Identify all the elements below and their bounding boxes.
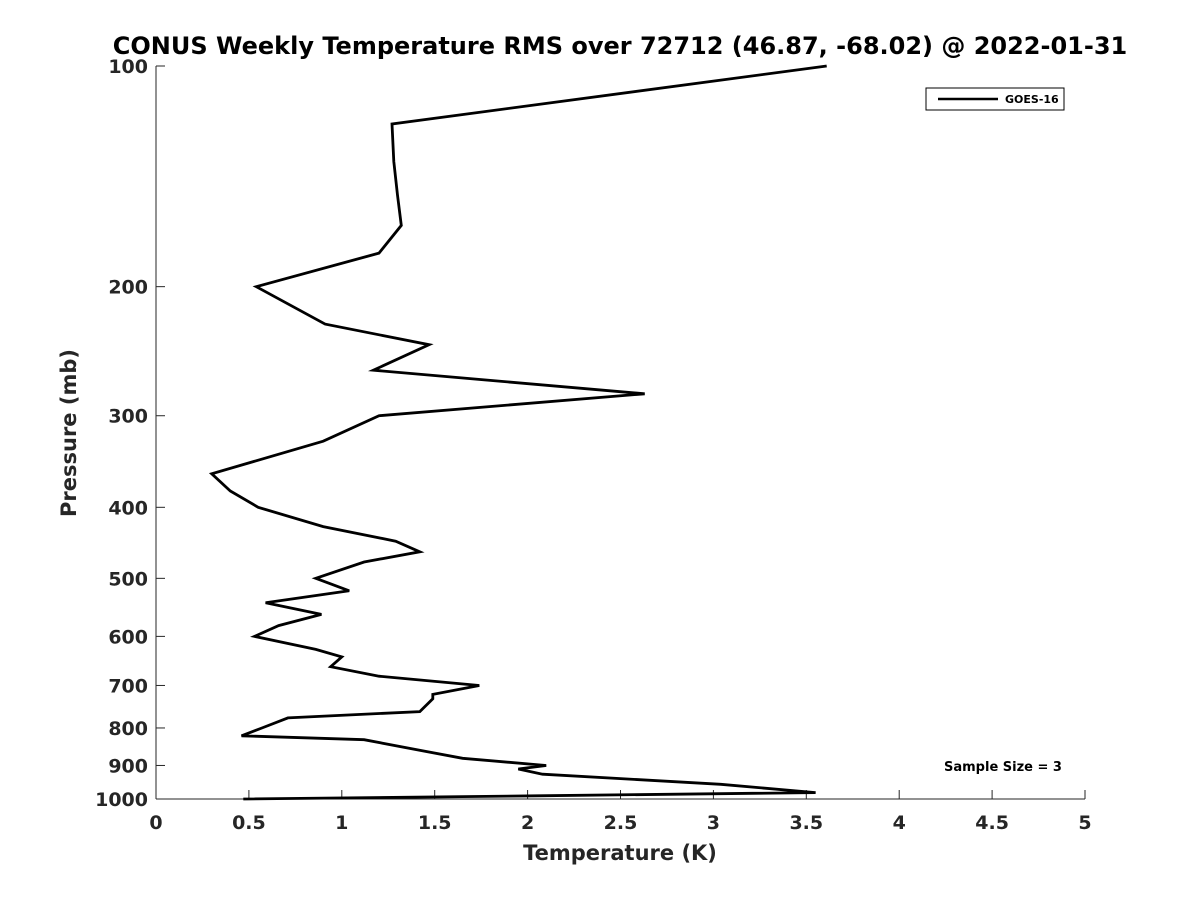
x-tick-label: 2: [521, 812, 534, 834]
x-tick-label: 3: [707, 812, 720, 834]
legend: GOES-16: [925, 87, 1065, 111]
y-axis: 100 200 300 400 500 600 700 800 900 1000: [95, 56, 165, 811]
y-tick-label: 500: [108, 568, 148, 590]
x-tick-label: 1: [335, 812, 348, 834]
x-tick-label: 4: [893, 812, 906, 834]
chart-title: CONUS Weekly Temperature RMS over 72712 …: [113, 32, 1127, 60]
x-tick-label: 1.5: [418, 812, 452, 834]
y-tick-label: 700: [108, 675, 148, 697]
y-tick-label: 200: [108, 277, 148, 299]
y-tick-label: 800: [108, 718, 148, 740]
y-tick-label: 600: [108, 626, 148, 648]
y-tick-label: 900: [108, 755, 148, 777]
y-axis-label: Pressure (mb): [57, 349, 81, 517]
sample-size-annotation: Sample Size = 3: [944, 760, 1062, 775]
x-tick-label: 4.5: [975, 812, 1009, 834]
y-tick-label: 300: [108, 406, 148, 428]
legend-entry-goes-16: GOES-16: [1005, 93, 1059, 106]
series-layer: [208, 64, 827, 801]
x-tick-label: 0: [149, 812, 162, 834]
x-tick-label: 2.5: [604, 812, 638, 834]
y-tick-label: 1000: [95, 789, 148, 811]
y-tick-label: 400: [108, 497, 148, 519]
x-axis-label: Temperature (K): [523, 841, 717, 865]
series-line-goes-16: [208, 64, 827, 801]
x-tick-label: 5: [1078, 812, 1091, 834]
plot-frame: [155, 66, 1085, 800]
x-tick-label: 0.5: [232, 812, 266, 834]
x-axis: 0 0.5 1 1.5 2 2.5 3 3.5 4 4.5 5: [149, 790, 1092, 834]
y-tick-label: 100: [108, 56, 148, 78]
x-tick-label: 3.5: [789, 812, 823, 834]
